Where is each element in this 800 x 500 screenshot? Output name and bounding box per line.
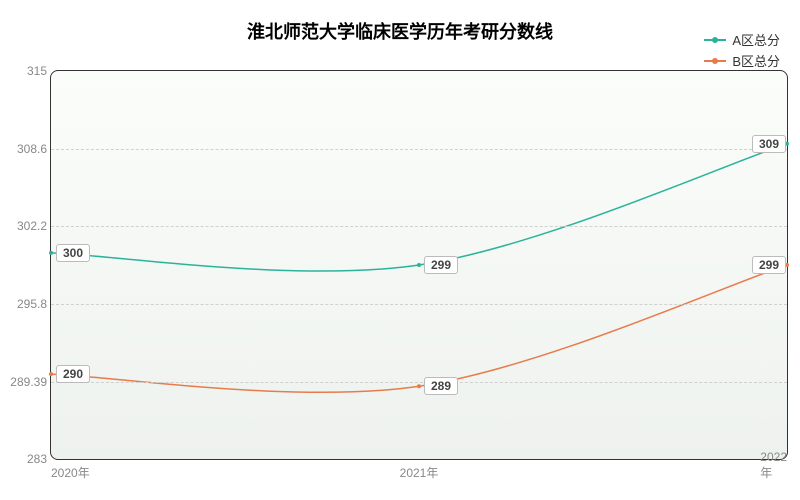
series-line: [51, 265, 787, 392]
data-label: 299: [752, 256, 786, 274]
y-tick-label: 308.6: [7, 142, 47, 156]
series-line: [51, 144, 787, 271]
y-gridline: [51, 382, 787, 383]
line-layer: [51, 71, 787, 459]
y-gridline: [51, 226, 787, 227]
chart-container: 淮北师范大学临床医学历年考研分数线 A区总分B区总分 283289.39295.…: [0, 0, 800, 500]
legend-swatch: [704, 39, 726, 41]
y-tick-label: 289.39: [7, 375, 47, 389]
data-marker: [49, 372, 53, 376]
data-marker: [417, 384, 421, 388]
legend-swatch: [704, 60, 726, 62]
legend-label: A区总分: [732, 30, 780, 49]
x-tick-label: 2022年: [760, 450, 787, 481]
data-label: 300: [56, 244, 90, 262]
x-tick-label: 2021年: [400, 464, 439, 481]
data-label: 309: [752, 135, 786, 153]
chart-title: 淮北师范大学临床医学历年考研分数线: [247, 18, 553, 44]
y-tick-label: 302.2: [7, 219, 47, 233]
legend-item: B区总分: [704, 51, 780, 70]
legend-label: B区总分: [732, 51, 780, 70]
plot-area: 283289.39295.8302.2308.63152020年2021年202…: [50, 70, 788, 460]
y-tick-label: 283: [7, 452, 47, 466]
y-tick-label: 295.8: [7, 297, 47, 311]
y-tick-label: 315: [7, 64, 47, 78]
data-label: 289: [424, 377, 458, 395]
y-gridline: [51, 149, 787, 150]
legend: A区总分 B区总分: [704, 30, 780, 72]
legend-item: A区总分: [704, 30, 780, 49]
data-label: 299: [424, 256, 458, 274]
data-marker: [417, 263, 421, 267]
data-label: 290: [56, 365, 90, 383]
x-tick-label: 2020年: [51, 464, 90, 481]
y-gridline: [51, 304, 787, 305]
data-marker: [49, 251, 53, 255]
